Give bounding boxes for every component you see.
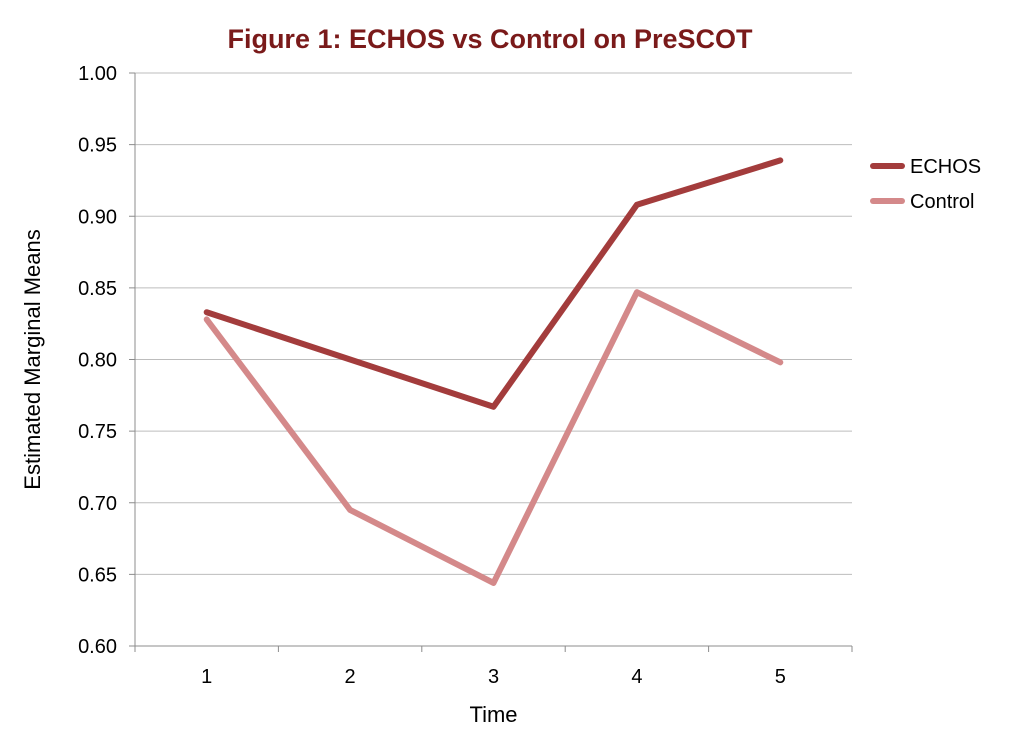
y-tick-label: 0.85 [78, 278, 117, 300]
legend: ECHOS Control [870, 156, 981, 213]
y-tick-label: 0.80 [78, 350, 117, 372]
series-line-echos [203, 157, 784, 410]
legend-label: Control [910, 191, 974, 213]
y-tick-label: 0.60 [78, 636, 117, 658]
y-tick-label: 0.95 [78, 135, 117, 157]
axes [129, 72, 853, 652]
y-axis-title: Estimated Marginal Means [20, 229, 45, 489]
y-tick-label: 0.75 [78, 421, 117, 443]
x-axis-title: Time [469, 702, 517, 727]
x-tick-label: 1 [201, 666, 212, 688]
x-tick-label: 4 [631, 666, 642, 688]
y-tick-labels: 0.60 0.65 0.70 0.75 0.80 0.85 0.90 0.95 1.00 [78, 63, 117, 658]
y-tick-label: 0.70 [78, 493, 117, 515]
y-tick-label: 0.90 [78, 206, 117, 228]
gridlines [135, 72, 852, 575]
y-tick-label: 0.65 [78, 564, 117, 586]
series-lines [203, 157, 784, 586]
x-tick-label: 3 [488, 666, 499, 688]
series-line-control [203, 289, 784, 586]
x-tick-labels: 1 2 3 4 5 [201, 666, 786, 688]
x-tick-label: 5 [775, 666, 786, 688]
legend-label: ECHOS [910, 156, 981, 178]
chart-title: Figure 1: ECHOS vs Control on PreSCOT [227, 24, 753, 54]
x-tick-label: 2 [345, 666, 356, 688]
y-tick-label: 1.00 [78, 63, 117, 85]
